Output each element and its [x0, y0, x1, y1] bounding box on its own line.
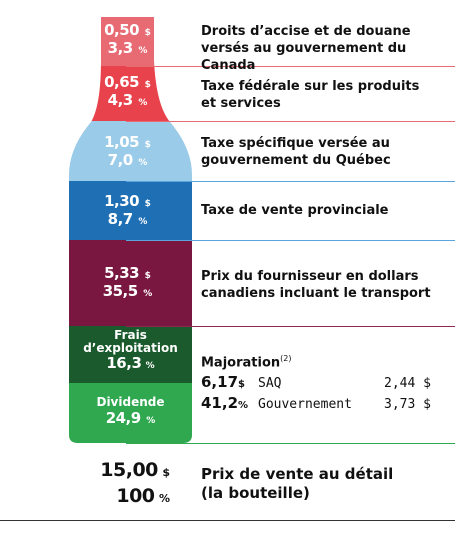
footnote-marker: (2): [280, 354, 292, 363]
excise-amount: 0,50: [104, 21, 140, 39]
dollar-symbol: $: [423, 397, 431, 412]
supplier-percent: 35,5: [102, 281, 139, 300]
dividend-name: Dividende: [96, 395, 165, 409]
operating-costs-percent: 16,3: [106, 354, 142, 373]
percent-symbol: %: [143, 288, 153, 299]
majoration-row-saq-name: SAQ: [258, 376, 282, 391]
dollar-symbol: $: [162, 466, 170, 479]
excise-values: 0,50 $ 3,3 %: [101, 21, 154, 57]
band-supplier-price: [69, 240, 192, 326]
total-label: Prix de vente au détail (la bouteille): [201, 465, 394, 502]
label-qc-tax: Taxe spécifique versée au gouvernement d…: [201, 136, 391, 168]
provincial-tax-percent: 8,7: [107, 209, 134, 228]
dollar-symbol: $: [423, 376, 431, 391]
label-provincial-tax: Taxe de vente provinciale: [201, 203, 389, 218]
band-dividend: [69, 383, 192, 443]
majoration-row-gov-value: 3,73 $: [384, 397, 431, 412]
supplier-values: 5,33 $ 35,5 %: [90, 264, 165, 300]
percent-symbol: %: [138, 216, 148, 227]
operating-costs-values: Frais d’exploitation 16,3 %: [69, 328, 192, 373]
separator-3: [126, 181, 455, 182]
percent-symbol: %: [238, 400, 249, 411]
dollar-symbol: $: [144, 271, 151, 281]
operating-costs-name-2: d’exploitation: [83, 341, 178, 356]
gst-amount: 0,65: [104, 73, 140, 91]
provincial-tax-amount: 1,30: [104, 192, 140, 210]
dividend-percent: 24,9: [105, 409, 142, 428]
label-excise: Droits d’accise et de douane versés au g…: [201, 24, 411, 73]
gst-percent: 4,3: [107, 90, 134, 109]
qc-tax-amount: 1,05: [104, 133, 140, 151]
separator-1: [126, 66, 455, 67]
majoration-percent: 41,2%: [201, 394, 249, 412]
dollar-symbol: $: [144, 80, 151, 90]
total-percent: 100 %: [116, 485, 170, 507]
percent-symbol: %: [158, 492, 170, 505]
separator-4: [126, 240, 455, 241]
provincial-tax-values: 1,30 $ 8,7 %: [90, 192, 165, 228]
dollar-symbol: $: [144, 199, 151, 209]
percent-symbol: %: [138, 97, 148, 108]
supplier-amount: 5,33: [104, 264, 140, 282]
band-operating-costs: [69, 326, 192, 383]
excise-percent: 3,3: [107, 38, 134, 57]
percent-symbol: %: [138, 157, 148, 168]
percent-symbol: %: [138, 45, 148, 56]
majoration-amount: 6,17$: [201, 373, 245, 391]
percent-symbol: %: [146, 416, 156, 427]
label-supplier: Prix du fournisseur en dollars canadiens…: [201, 269, 431, 301]
qc-tax-percent: 7,0: [107, 150, 134, 169]
percent-symbol: %: [145, 361, 155, 372]
total-amount: 15,00 $: [100, 459, 170, 481]
majoration-title: Majoration(2): [201, 354, 292, 371]
operating-costs-name-1: Frais: [114, 328, 147, 342]
separator-5: [126, 326, 455, 327]
dollar-symbol: $: [144, 140, 151, 150]
band-provincial-tax: [69, 181, 192, 240]
dollar-symbol: $: [238, 379, 245, 390]
dollar-symbol: $: [144, 28, 151, 38]
label-gst: Taxe fédérale sur les produits et servic…: [201, 79, 420, 111]
majoration-row-gov-name: Gouvernement: [258, 397, 352, 412]
majoration-row-saq-value: 2,44 $: [384, 376, 431, 391]
bottom-rule: [0, 520, 455, 521]
band-qc-specific-tax: [69, 121, 192, 181]
separator-2: [126, 121, 455, 122]
qc-tax-values: 1,05 $ 7,0 %: [90, 133, 165, 169]
gst-values: 0,65 $ 4,3 %: [101, 73, 154, 109]
separator-6: [126, 443, 455, 444]
dividend-values: Dividende 24,9 %: [69, 395, 192, 428]
